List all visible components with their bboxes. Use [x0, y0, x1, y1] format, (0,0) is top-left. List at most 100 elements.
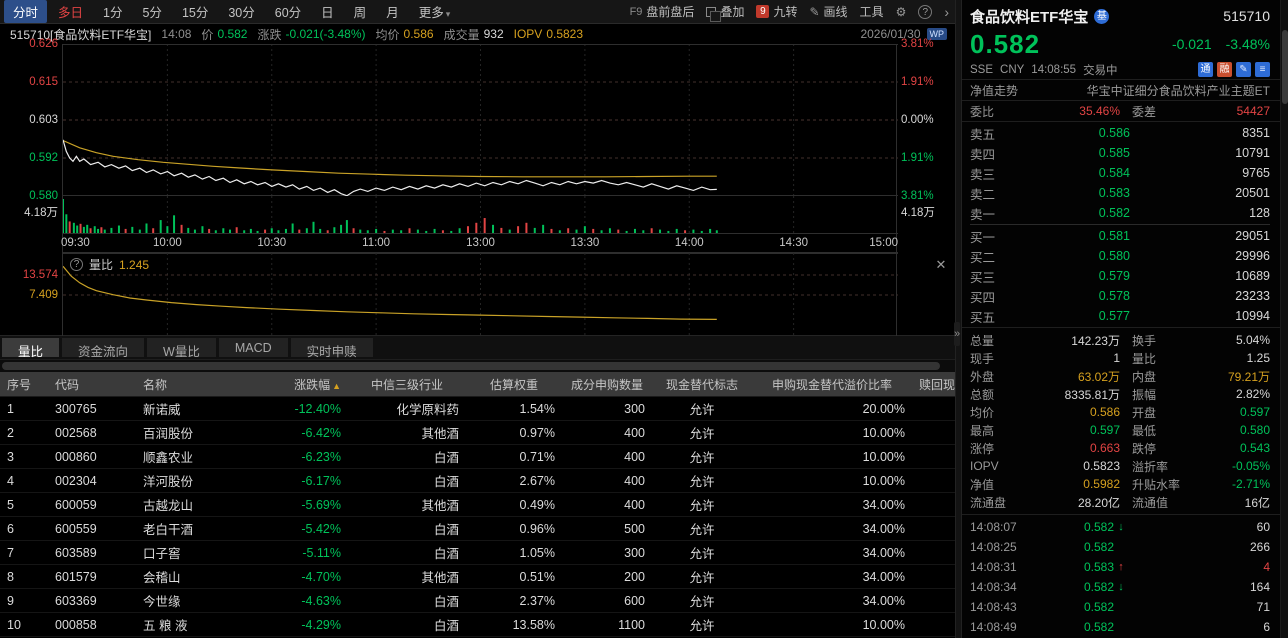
- tick-row: 14:08:31 0.583 ↑ 4: [970, 557, 1270, 577]
- orderbook-row[interactable]: 买一 0.581 29051: [970, 226, 1270, 246]
- cell-weight: 2.67%: [519, 473, 555, 488]
- table-row[interactable]: 2 002568 百润股份 -6.42% 其他酒 0.97% 400 允许 10.00%: [0, 421, 955, 445]
- period-tab-5分[interactable]: 5分: [142, 6, 162, 20]
- wp-badge-icon[interactable]: WP: [926, 28, 947, 40]
- table-row[interactable]: 1 300765 新诺威 -12.40% 化学原料药 1.54% 300 允许 20.00%: [0, 397, 955, 421]
- cell-industry: 化学原料药: [396, 403, 459, 417]
- list-icon[interactable]: ≡: [1255, 62, 1270, 77]
- cell-code: 603589: [55, 545, 97, 560]
- price-axis-label: 0.580: [29, 190, 58, 202]
- level-volume: 10791: [1235, 146, 1270, 160]
- period-tab-15分[interactable]: 15分: [181, 6, 209, 20]
- tool-label: 画线: [823, 5, 848, 19]
- period-tab-多日[interactable]: 多日: [58, 6, 84, 20]
- column-header-6[interactable]: 估算权重: [489, 377, 538, 392]
- level-price: 0.582: [1098, 206, 1130, 220]
- tab-MACD[interactable]: MACD: [218, 338, 288, 357]
- horizontal-scrollbar[interactable]: [0, 360, 955, 372]
- column-header-2[interactable]: 代码: [55, 377, 80, 392]
- tab-实时申赎[interactable]: 实时申赎: [290, 338, 373, 359]
- period-tab-周[interactable]: 周: [353, 6, 367, 20]
- tick-time: 14:08:34: [970, 580, 1017, 594]
- stat-label: 升贴水率: [1132, 477, 1181, 492]
- vertical-scrollbar[interactable]: [1280, 0, 1288, 638]
- tool-盘前盘后[interactable]: F9 盘前盘后: [630, 3, 695, 20]
- time-axis-label: 14:00: [674, 237, 704, 249]
- hscroll-thumb[interactable]: [2, 362, 940, 370]
- tab-量比[interactable]: 量比: [2, 338, 60, 359]
- period-tab-日[interactable]: 日: [321, 6, 334, 20]
- stat-item: 换手 5.04%: [1132, 332, 1270, 349]
- level-label: 买五: [970, 310, 996, 325]
- table-row[interactable]: 5 600059 古越龙山 -5.69% 其他酒 0.49% 400 允许 34.00%: [0, 493, 955, 517]
- tick-volume: 266: [1249, 540, 1270, 554]
- help-icon[interactable]: ?: [918, 4, 933, 19]
- level-volume: 20501: [1235, 186, 1270, 200]
- orderbook-row[interactable]: 买四 0.578 23233: [970, 286, 1270, 306]
- orderbook-row[interactable]: 卖四 0.585 10791: [970, 143, 1270, 163]
- orderbook-row[interactable]: 卖一 0.582 128: [970, 203, 1270, 223]
- tab-W量比[interactable]: W量比: [147, 338, 216, 359]
- period-tab-分时[interactable]: 分时: [4, 0, 48, 23]
- intraday-chart[interactable]: 09:30 10:00 10:30 11:00 13:00 13:30 14:00 14:30…: [0, 38, 955, 336]
- table-row[interactable]: 10 000858 五 粮 液 -4.29% 白酒 13.58% 1100 允许 10.00%: [0, 613, 955, 637]
- orderbook-row[interactable]: 卖二 0.583 20501: [970, 183, 1270, 203]
- tool-工具[interactable]: 工具: [860, 3, 884, 20]
- table-row[interactable]: 3 000860 顺鑫农业 -6.23% 白酒 0.71% 400 允许 10.00%: [0, 445, 955, 469]
- fund-badge-icon[interactable]: 基: [1094, 8, 1110, 24]
- tool-叠加[interactable]: 叠加: [706, 3, 744, 22]
- column-header-10[interactable]: 赎回现: [919, 377, 955, 392]
- chevron-right-icon[interactable]: ›: [944, 3, 949, 20]
- column-header-1[interactable]: 序号: [7, 377, 32, 392]
- table-row[interactable]: 7 603589 口子窖 -5.11% 白酒 1.05% 300 允许 34.00%: [0, 541, 955, 565]
- chart-plot[interactable]: 09:30 10:00 10:30 11:00 13:00 13:30 14:00 14:30…: [61, 44, 898, 336]
- cell-ratio: 20.00%: [862, 401, 905, 416]
- orderbook-row[interactable]: 卖五 0.586 8351: [970, 123, 1270, 143]
- column-header-5[interactable]: 中信三级行业: [370, 377, 443, 392]
- question-icon[interactable]: ?: [70, 258, 83, 271]
- period-tab-更多[interactable]: 更多 ▾: [418, 6, 451, 20]
- period-tab-60分[interactable]: 60分: [274, 6, 302, 20]
- panel-divider[interactable]: »: [954, 0, 962, 638]
- pct-axis-label: 1.91%: [901, 76, 934, 88]
- vscroll-thumb[interactable]: [1282, 30, 1288, 104]
- column-header-4[interactable]: 涨跌幅 ▲: [294, 377, 341, 392]
- time-axis: 09:30 10:00 10:30 11:00 13:00 13:30 14:00 14:30…: [61, 233, 898, 253]
- arrow-down-icon: ↓: [1118, 521, 1124, 533]
- orderbook-row[interactable]: 买五 0.577 10994: [970, 306, 1270, 326]
- tool-九转[interactable]: 9 九转: [756, 3, 797, 20]
- column-header-7[interactable]: 成分申购数量: [570, 377, 643, 392]
- column-header-9[interactable]: 申购现金替代溢价比率: [771, 377, 892, 392]
- table-row[interactable]: 6 600559 老白干酒 -5.42% 白酒 0.96% 500 允许 34.00%: [0, 517, 955, 541]
- gear-icon[interactable]: ⚙: [895, 4, 907, 19]
- stat-value: 0.543: [1239, 441, 1270, 455]
- close-icon[interactable]: ✕: [935, 257, 947, 272]
- table-row[interactable]: 4 002304 洋河股份 -6.17% 白酒 2.67% 400 允许 10.00%: [0, 469, 955, 493]
- quote-badges: 通融 ✎ ≡: [1198, 62, 1270, 77]
- edit-icon[interactable]: ✎: [1236, 62, 1251, 77]
- weibi-label: 委比: [970, 104, 995, 119]
- cell-industry: 其他酒: [421, 571, 459, 585]
- column-header-3[interactable]: 名称: [143, 377, 168, 392]
- period-tab-30分[interactable]: 30分: [228, 6, 255, 20]
- cell-industry: 其他酒: [421, 499, 459, 513]
- price-axis-label: 0.592: [29, 152, 58, 164]
- collapse-icon[interactable]: »: [954, 322, 961, 346]
- cell-flag: 允许: [689, 499, 715, 513]
- tool-画线[interactable]: ✎ 画线: [809, 3, 847, 20]
- liangbi-value: 1.245: [119, 257, 150, 272]
- column-header-8[interactable]: 现金替代标志: [665, 377, 738, 392]
- table-row[interactable]: 9 603369 今世缘 -4.63% 白酒 2.37% 600 允许 34.00%: [0, 589, 955, 613]
- level-price: 0.585: [1098, 146, 1130, 160]
- nav-row[interactable]: 净值走势 华宝中证细分食品饮料产业主题ET: [962, 80, 1280, 101]
- orderbook-row[interactable]: 买三 0.579 10689: [970, 266, 1270, 286]
- orderbook-row[interactable]: 卖三 0.584 9765: [970, 163, 1270, 183]
- period-tab-1分[interactable]: 1分: [103, 6, 123, 20]
- stat-row: 最高 0.597 最低 0.580: [970, 421, 1270, 439]
- cell-industry: 其他酒: [421, 427, 459, 441]
- period-tab-月[interactable]: 月: [386, 6, 399, 20]
- orderbook-row[interactable]: 买二 0.580 29996: [970, 246, 1270, 266]
- tab-资金流向[interactable]: 资金流向: [62, 338, 145, 359]
- table-row[interactable]: 8 601579 会稽山 -4.70% 其他酒 0.51% 200 允许 34.00%: [0, 565, 955, 589]
- tick-price: 0.583: [1083, 560, 1114, 574]
